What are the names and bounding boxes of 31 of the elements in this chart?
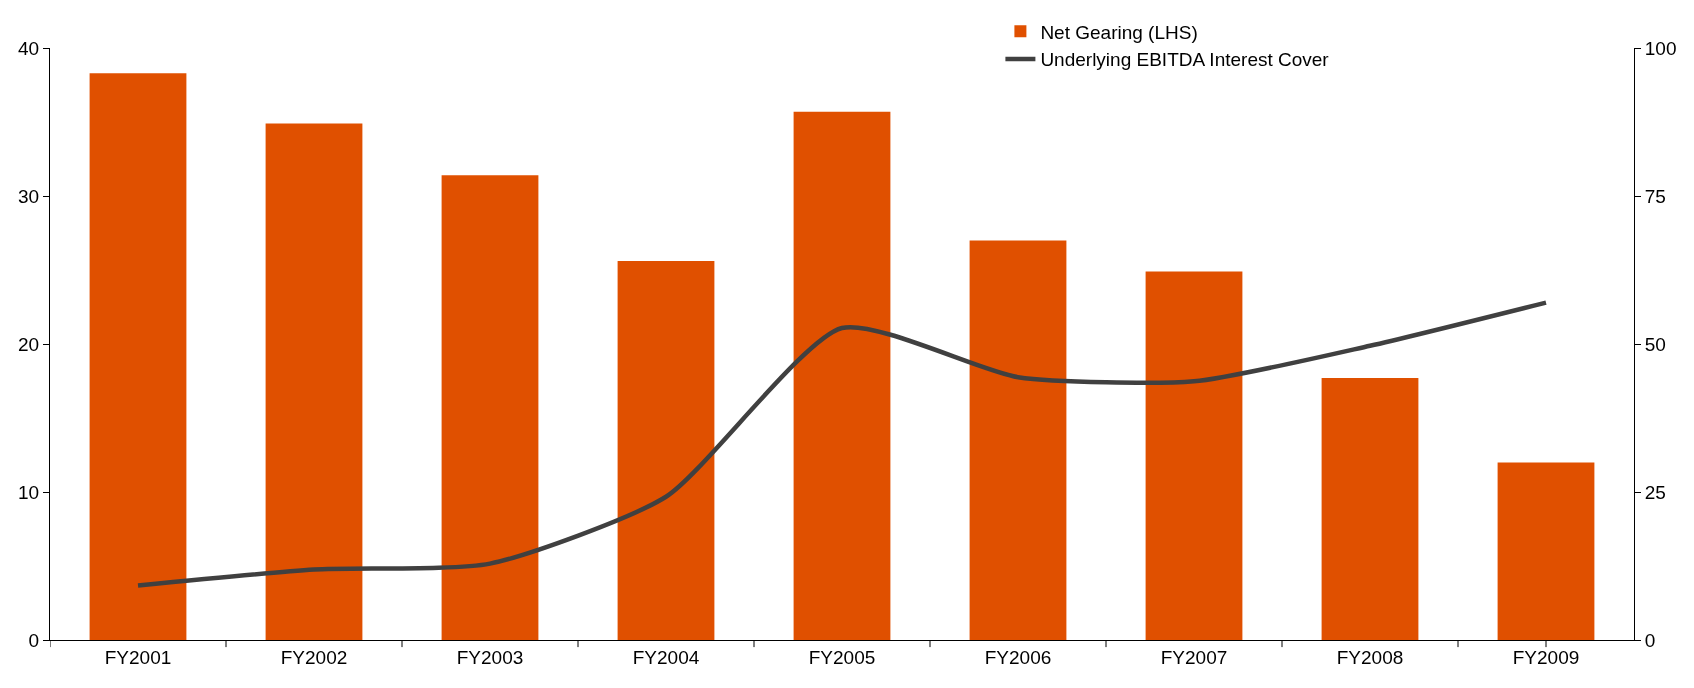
x-tick-label: FY2001 (104, 646, 172, 668)
x-tick-label: FY2005 (808, 646, 876, 668)
y-tick-label: 30 (18, 185, 40, 207)
x-tick-label: FY2006 (984, 646, 1052, 668)
x-tick-label: FY2009 (1512, 646, 1580, 668)
y-tick-label: 20 (18, 333, 40, 355)
x-tick-label: FY2007 (1160, 646, 1228, 668)
bar (89, 73, 187, 640)
legend-label: Net Gearing (LHS) (1040, 21, 1198, 43)
bar (1321, 378, 1419, 640)
x-tick-label: FY2002 (280, 646, 348, 668)
bar (265, 123, 363, 640)
bar (617, 261, 715, 640)
y-tick-label: 0 (28, 629, 40, 651)
bar (1497, 462, 1595, 640)
y2-tick-label: 100 (1644, 37, 1677, 59)
bar (969, 240, 1067, 640)
x-tick-label: FY2003 (456, 646, 524, 668)
x-tick-label: FY2008 (1336, 646, 1404, 668)
y-tick-label: 40 (18, 37, 40, 59)
bar (1145, 271, 1243, 640)
legend-label: Underlying EBITDA Interest Cover (1040, 49, 1330, 71)
y2-tick-label: 75 (1644, 185, 1666, 207)
bar (793, 111, 891, 640)
y2-tick-label: 25 (1644, 481, 1666, 503)
line-series (135, 300, 1549, 588)
y-tick-label: 10 (18, 481, 40, 503)
y2-tick-label: 50 (1644, 333, 1666, 355)
x-tick-label: FY2004 (632, 646, 700, 668)
bar (441, 175, 539, 640)
y2-tick-label: 0 (1644, 629, 1656, 651)
